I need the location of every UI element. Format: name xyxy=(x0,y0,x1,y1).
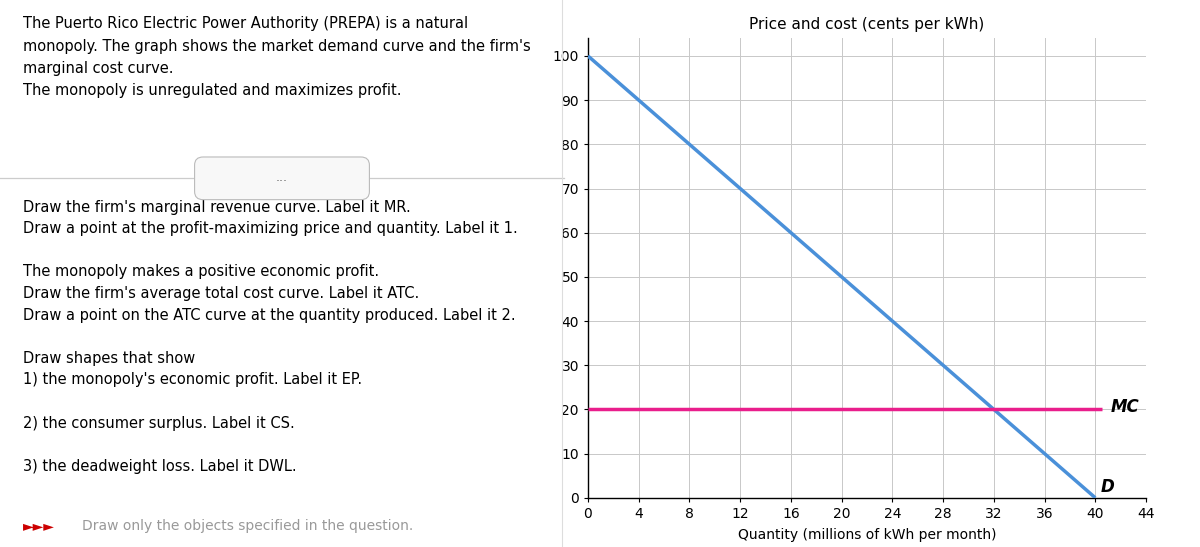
X-axis label: Quantity (millions of kWh per month): Quantity (millions of kWh per month) xyxy=(738,528,996,542)
FancyBboxPatch shape xyxy=(194,157,370,200)
Text: Draw only the objects specified in the question.: Draw only the objects specified in the q… xyxy=(82,519,413,533)
Text: ►►►: ►►► xyxy=(23,519,54,533)
Text: Draw the firm's marginal revenue curve. Label it MR.
Draw a point at the profit-: Draw the firm's marginal revenue curve. … xyxy=(23,200,517,474)
Text: D: D xyxy=(1100,478,1114,496)
Text: MC: MC xyxy=(1110,398,1139,416)
Text: ...: ... xyxy=(276,171,288,184)
Title: Price and cost (cents per kWh): Price and cost (cents per kWh) xyxy=(749,16,985,32)
Text: The Puerto Rico Electric Power Authority (PREPA) is a natural
monopoly. The grap: The Puerto Rico Electric Power Authority… xyxy=(23,16,530,98)
